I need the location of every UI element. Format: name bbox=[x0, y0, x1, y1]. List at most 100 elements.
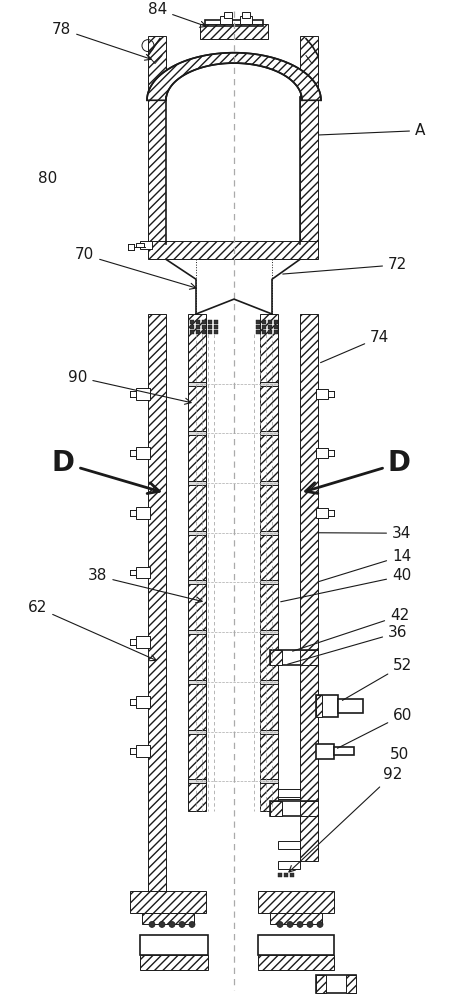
Bar bbox=[260, 680, 278, 684]
Bar bbox=[208, 320, 212, 324]
Text: 60: 60 bbox=[337, 708, 412, 748]
Bar bbox=[270, 913, 322, 924]
Bar bbox=[270, 801, 282, 816]
Text: 84: 84 bbox=[148, 2, 206, 27]
Bar bbox=[260, 382, 278, 386]
Bar bbox=[334, 747, 354, 755]
Bar bbox=[188, 730, 206, 734]
Text: 78: 78 bbox=[52, 22, 151, 60]
Circle shape bbox=[317, 921, 323, 927]
Text: A: A bbox=[319, 123, 425, 138]
Bar bbox=[262, 325, 266, 329]
Bar bbox=[278, 789, 300, 797]
Text: 42: 42 bbox=[292, 608, 409, 651]
Text: 74: 74 bbox=[321, 330, 389, 363]
Polygon shape bbox=[166, 97, 300, 244]
Bar bbox=[140, 955, 208, 970]
Bar bbox=[240, 16, 252, 24]
Bar bbox=[202, 330, 206, 334]
Bar bbox=[256, 325, 260, 329]
Bar bbox=[188, 580, 206, 584]
Bar bbox=[202, 320, 206, 324]
Bar bbox=[274, 320, 278, 324]
Bar bbox=[262, 320, 266, 324]
Bar bbox=[148, 314, 166, 891]
Bar bbox=[290, 873, 294, 877]
Bar bbox=[188, 382, 206, 386]
Bar bbox=[260, 779, 278, 783]
Bar bbox=[274, 325, 278, 329]
Bar bbox=[270, 650, 282, 665]
Bar bbox=[256, 330, 260, 334]
Bar bbox=[136, 745, 150, 757]
Bar bbox=[190, 325, 194, 329]
Text: 90: 90 bbox=[68, 370, 191, 404]
Bar bbox=[190, 320, 194, 324]
Bar bbox=[260, 531, 278, 535]
Bar bbox=[316, 975, 326, 993]
Text: 14: 14 bbox=[319, 549, 411, 582]
Bar bbox=[148, 241, 318, 259]
Bar bbox=[300, 650, 318, 665]
Text: 70: 70 bbox=[75, 247, 196, 289]
Bar bbox=[316, 448, 328, 458]
Bar bbox=[316, 744, 334, 759]
Bar bbox=[258, 935, 334, 955]
Text: 40: 40 bbox=[281, 568, 411, 602]
Circle shape bbox=[307, 921, 313, 927]
Bar bbox=[300, 801, 318, 816]
Bar bbox=[278, 799, 300, 805]
Bar bbox=[188, 431, 206, 435]
Bar bbox=[256, 320, 260, 324]
Circle shape bbox=[179, 921, 185, 927]
Text: 38: 38 bbox=[88, 568, 202, 603]
Bar bbox=[260, 730, 278, 734]
Bar bbox=[300, 36, 318, 244]
Bar bbox=[278, 861, 300, 869]
Bar bbox=[260, 431, 278, 435]
Text: D: D bbox=[306, 449, 411, 493]
Text: D: D bbox=[52, 449, 160, 494]
Bar bbox=[260, 314, 278, 811]
Bar bbox=[136, 507, 150, 519]
Circle shape bbox=[159, 921, 165, 927]
Bar bbox=[316, 389, 328, 399]
Bar bbox=[136, 388, 150, 400]
Bar bbox=[196, 330, 200, 334]
Bar bbox=[346, 975, 356, 993]
Bar bbox=[258, 891, 334, 913]
Bar bbox=[148, 36, 166, 244]
Bar bbox=[196, 320, 200, 324]
Bar bbox=[140, 935, 208, 955]
Bar bbox=[278, 841, 300, 849]
Bar bbox=[214, 320, 218, 324]
Bar bbox=[262, 330, 266, 334]
Bar bbox=[142, 913, 194, 924]
Bar bbox=[188, 779, 206, 783]
Bar bbox=[200, 24, 268, 39]
Text: 52: 52 bbox=[343, 658, 412, 700]
Bar bbox=[188, 481, 206, 485]
Bar bbox=[188, 630, 206, 634]
Bar bbox=[196, 325, 200, 329]
Text: 36: 36 bbox=[288, 625, 408, 664]
Bar bbox=[208, 330, 212, 334]
Bar bbox=[208, 325, 212, 329]
Bar bbox=[260, 481, 278, 485]
Circle shape bbox=[189, 921, 195, 927]
Circle shape bbox=[277, 921, 283, 927]
Bar bbox=[224, 12, 232, 18]
Bar bbox=[284, 873, 288, 877]
Bar bbox=[136, 447, 150, 459]
Polygon shape bbox=[147, 53, 321, 100]
Bar bbox=[136, 243, 144, 247]
Bar bbox=[316, 695, 322, 717]
Bar bbox=[278, 873, 282, 877]
Bar bbox=[214, 330, 218, 334]
Text: 34: 34 bbox=[319, 526, 411, 541]
Bar bbox=[136, 696, 150, 708]
Bar bbox=[268, 325, 272, 329]
Bar bbox=[260, 580, 278, 584]
Bar bbox=[220, 16, 232, 24]
Bar bbox=[242, 12, 250, 18]
